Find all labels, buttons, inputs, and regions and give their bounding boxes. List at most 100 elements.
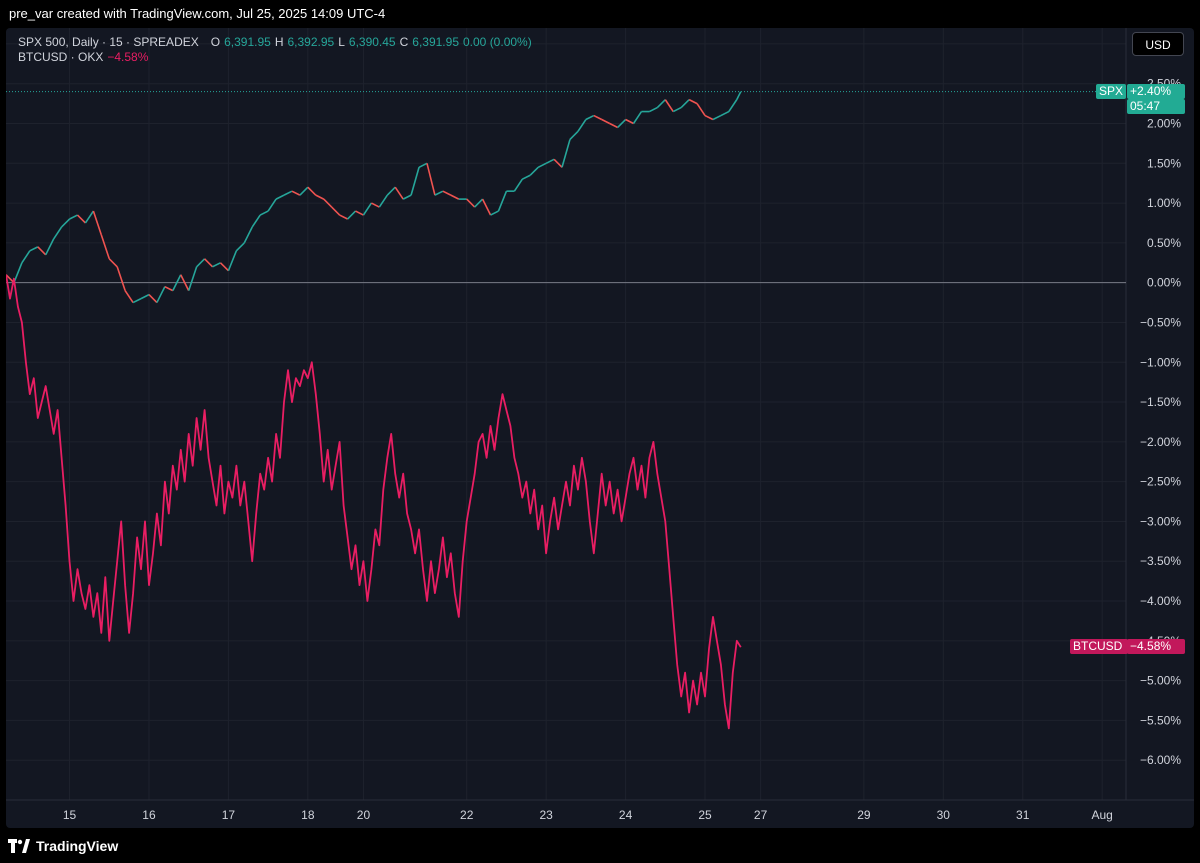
legend-spx-change: 0.00 (0.00%) [463, 35, 532, 49]
spx-segment [371, 202, 380, 208]
spx-segment [180, 274, 190, 291]
btc-price-tag-name: BTCUSD [1070, 639, 1128, 655]
spx-segment [275, 194, 285, 200]
spx-segment [108, 258, 118, 268]
tradingview-logo-icon [8, 839, 30, 853]
tradingview-brand: TradingView [36, 838, 119, 854]
x-tick-label: 27 [754, 808, 768, 822]
btc-series-line [6, 274, 742, 730]
spx-segment [235, 242, 245, 252]
spx-segment [355, 210, 364, 216]
x-tick-label: 31 [1016, 808, 1030, 822]
spx-segment [37, 246, 47, 256]
spx-segment [69, 214, 78, 220]
x-tick-label: 22 [460, 808, 474, 822]
spx-segment [609, 122, 618, 129]
y-tick-label: −6.00% [1140, 753, 1181, 767]
legend-row-btc[interactable]: BTCUSD · OKX −4.58% [18, 50, 532, 65]
tradingview-logo[interactable]: TradingView [8, 838, 118, 854]
spx-segment [76, 214, 86, 224]
spx-segment [84, 210, 95, 224]
spx-segment [52, 226, 63, 240]
x-tick-label: 20 [357, 808, 371, 822]
spx-segment [386, 186, 396, 196]
spx-segment [481, 198, 492, 216]
spx-segment [227, 250, 238, 272]
spx-countdown-tag: 05:47 [1127, 98, 1185, 114]
y-tick-label: −4.00% [1140, 594, 1181, 608]
y-tick-label: −2.00% [1140, 435, 1181, 449]
spx-segment [13, 262, 23, 283]
spx-segment [434, 190, 444, 196]
spx-segment [219, 262, 229, 272]
spx-segment [442, 190, 452, 196]
spx-segment [61, 218, 71, 228]
legend-high-value: 6,392.95 [287, 35, 335, 49]
spx-segment [362, 202, 373, 216]
spx-segment [632, 111, 643, 124]
spx-segment [164, 285, 174, 292]
spx-segment [331, 206, 341, 216]
spx-segment [315, 194, 325, 200]
spx-segment [29, 246, 39, 252]
spx-segment [251, 214, 261, 228]
spx-segment [394, 186, 404, 200]
spx-segment [346, 210, 357, 220]
legend-open-key: O [210, 35, 221, 49]
spx-segment [410, 167, 420, 196]
y-tick-label: −5.00% [1140, 674, 1181, 688]
spx-segment [124, 290, 134, 304]
spx-segment [212, 262, 221, 268]
attribution-bar: pre_var created with TradingView.com, Ju… [0, 0, 1200, 28]
x-tick-label: 29 [857, 808, 871, 822]
x-tick-label: 16 [142, 808, 156, 822]
x-tick-label: 18 [301, 808, 315, 822]
chart-canvas[interactable]: 3.00%2.50%2.00%1.50%1.00%0.50%0.00%−0.50… [6, 28, 1194, 828]
spx-segment [474, 198, 484, 208]
legend-btc-change: −4.58% [107, 50, 149, 64]
spx-segment [450, 194, 460, 200]
y-tick-label: −5.50% [1140, 713, 1181, 727]
legend-open-value: 6,391.95 [224, 35, 271, 49]
y-tick-label: −1.50% [1140, 395, 1181, 409]
btc-price-tag-value: −4.58% [1127, 639, 1185, 655]
spx-segment [672, 106, 682, 113]
spx-segment [696, 103, 706, 116]
spx-segment [21, 250, 31, 264]
currency-button[interactable]: USD [1132, 32, 1184, 56]
spx-segment [553, 158, 563, 168]
spx-segment [521, 174, 531, 180]
spx-segment [688, 98, 698, 105]
spx-segment [728, 99, 738, 113]
spx-segment [537, 162, 547, 168]
spx-segment [92, 210, 103, 236]
legend-close-value: 6,391.95 [412, 35, 459, 49]
spx-segment [513, 178, 523, 192]
y-tick-label: 0.00% [1147, 276, 1181, 290]
spx-segment [490, 210, 499, 216]
legend-low-value: 6,390.45 [348, 35, 396, 49]
spx-segment [299, 186, 309, 196]
spx-segment [561, 139, 571, 168]
spx-segment [426, 163, 436, 196]
footer-bar: TradingView [0, 830, 1200, 863]
spx-segment [307, 186, 317, 196]
spx-segment [585, 114, 595, 121]
spx-segment [140, 293, 150, 300]
spx-segment [132, 297, 142, 304]
y-tick-label: 1.50% [1147, 156, 1181, 170]
legend-row-spx[interactable]: SPX 500, Daily · 15 · SPREADEX O 6,391.95… [18, 35, 532, 50]
spx-segment [704, 114, 714, 121]
spx-segment [339, 214, 348, 220]
x-tick-label: 30 [937, 808, 951, 822]
x-tick-label: 17 [222, 808, 236, 822]
spx-segment [545, 158, 555, 165]
chart-frame[interactable]: 3.00%2.50%2.00%1.50%1.00%0.50%0.00%−0.50… [6, 28, 1194, 828]
spx-segment [243, 226, 253, 244]
spx-segment [196, 258, 206, 268]
spx-segment [148, 294, 158, 304]
spx-segment [617, 118, 627, 129]
spx-segment [649, 106, 658, 113]
legend-low-key: L [338, 35, 345, 49]
y-tick-label: −2.50% [1140, 475, 1181, 489]
